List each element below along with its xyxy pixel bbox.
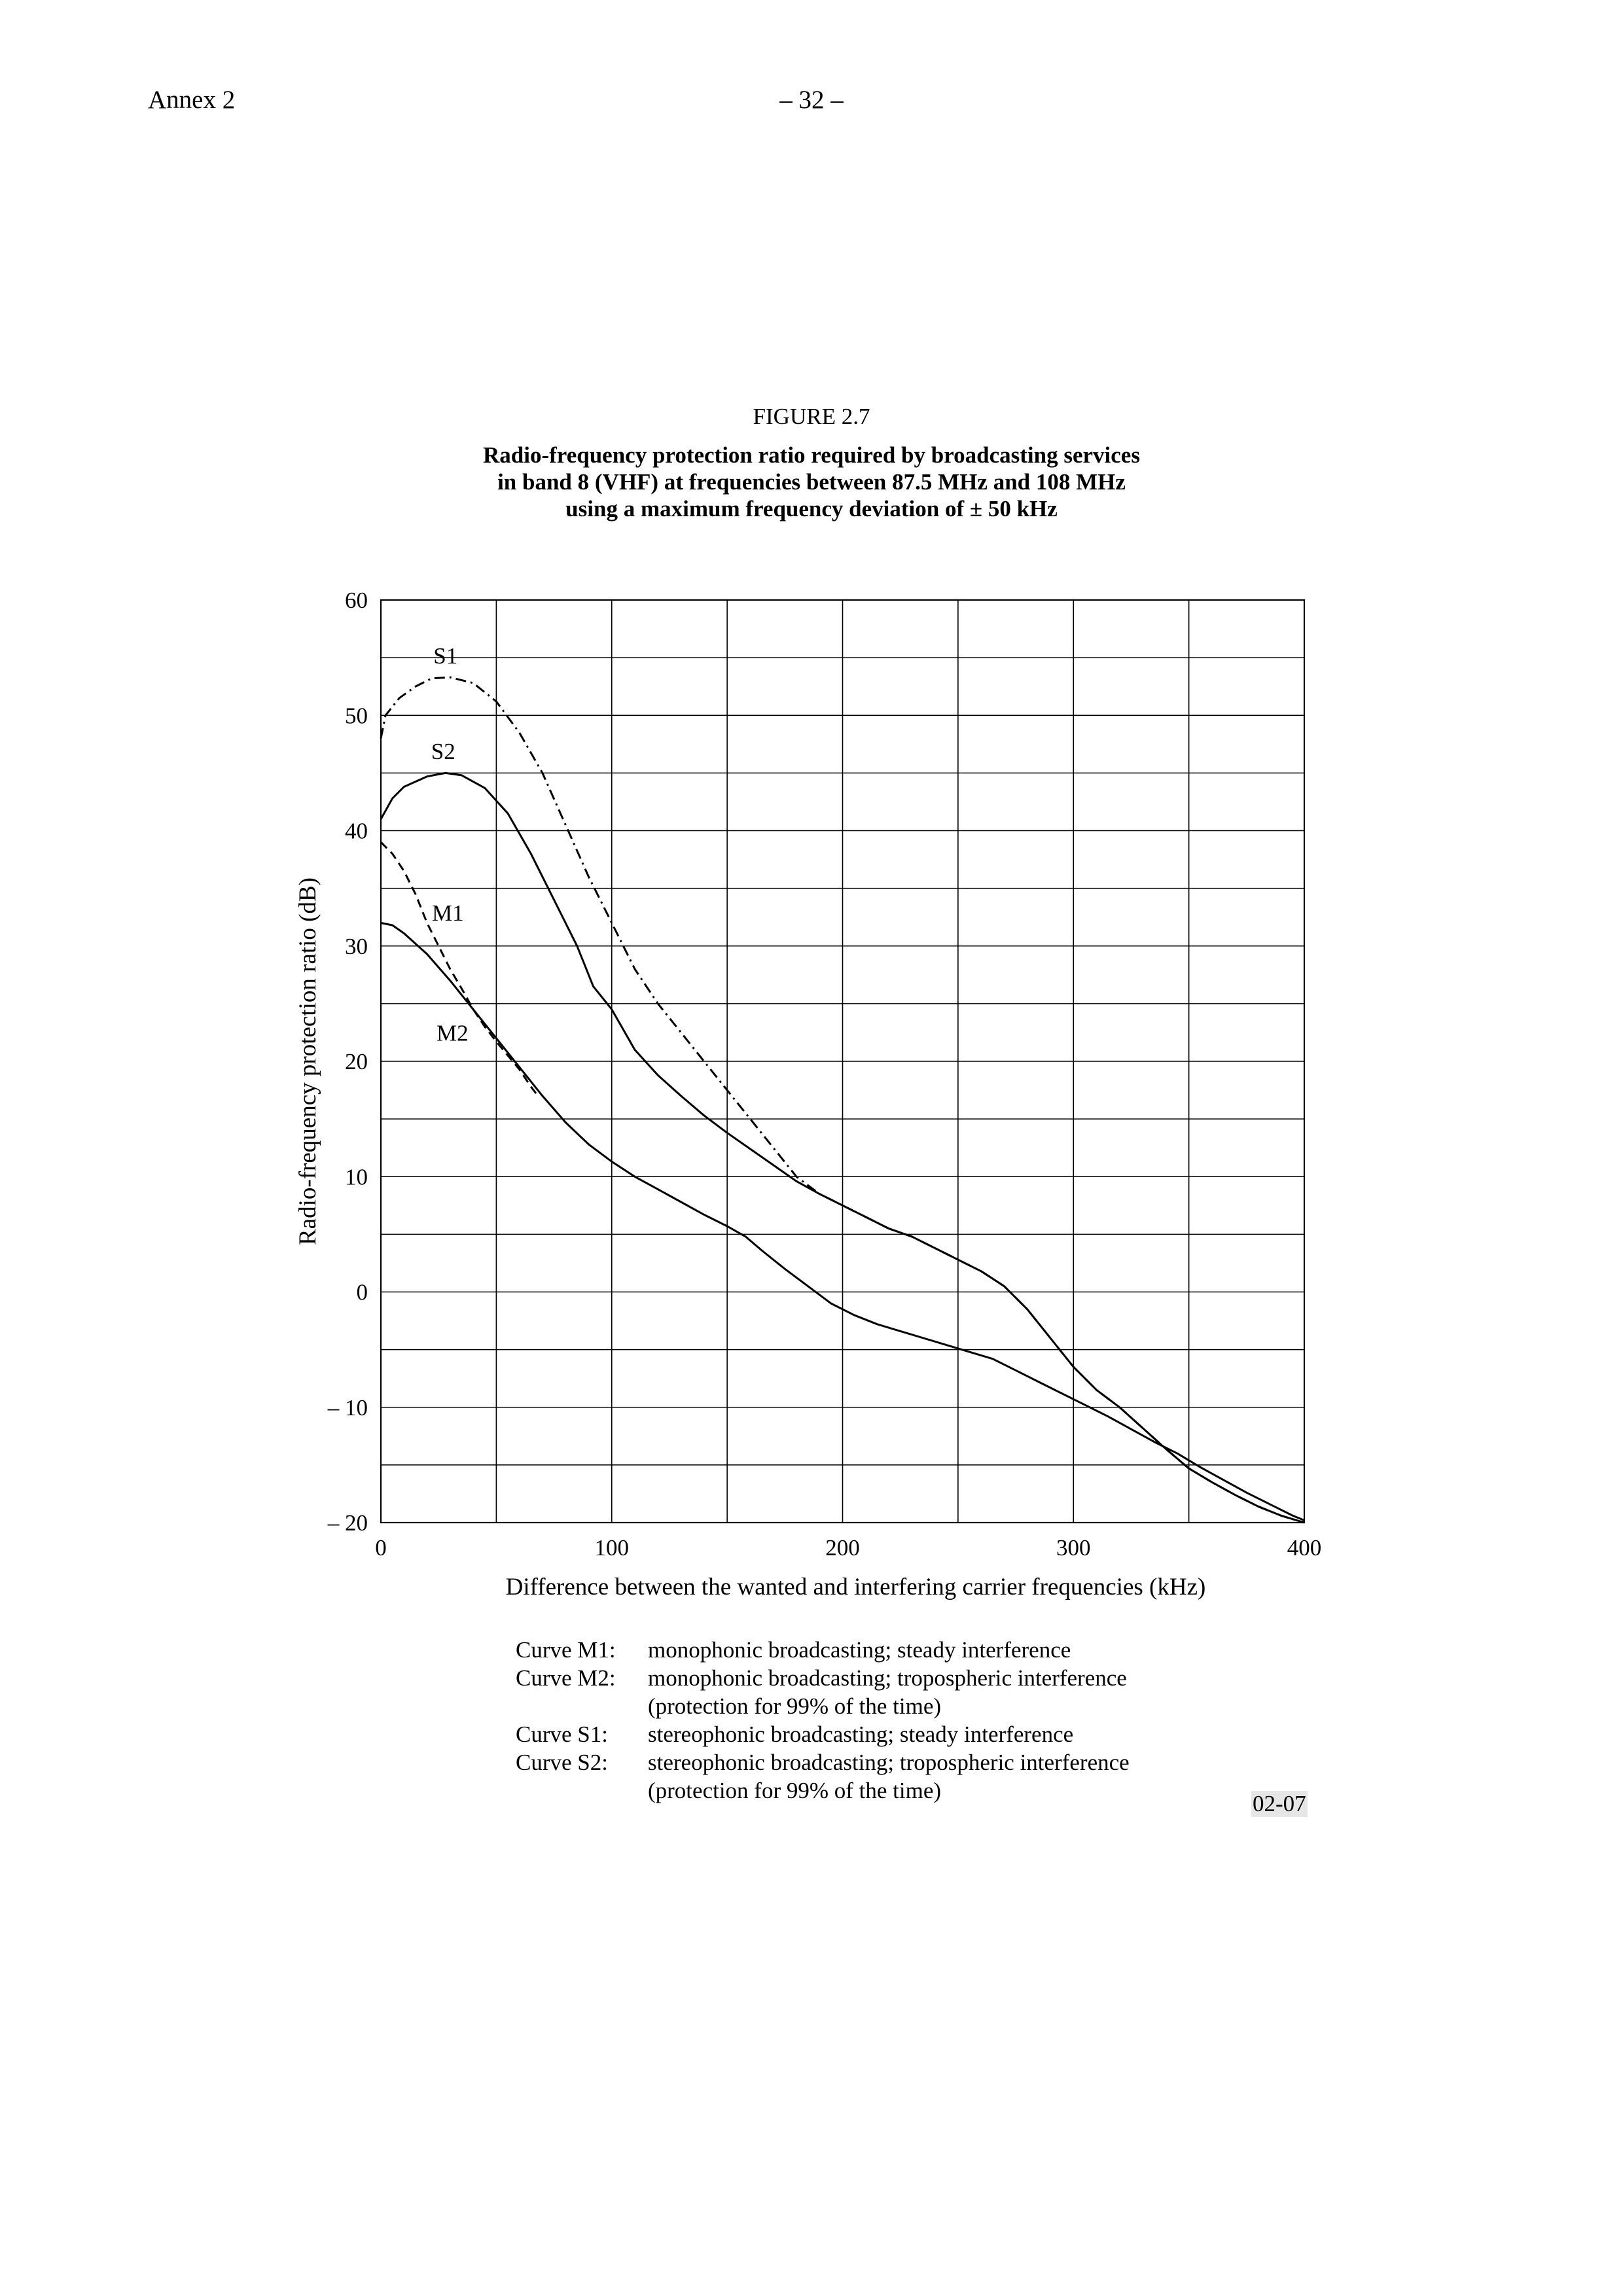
legend-text-s1: stereophonic broadcasting; steady interf… <box>648 1722 1074 1747</box>
figure-title-line: in band 8 (VHF) at frequencies between 8… <box>497 469 1126 495</box>
legend-key-m1: Curve M1: <box>516 1637 616 1663</box>
x-tick-label: 200 <box>825 1535 860 1561</box>
y-tick-label: 50 <box>345 703 368 728</box>
y-tick-label: 10 <box>345 1164 368 1190</box>
y-tick-label: 40 <box>345 819 368 844</box>
legend-text-m2: monophonic broadcasting; tropospheric in… <box>648 1665 1127 1691</box>
y-axis-label: Radio-frequency protection ratio (dB) <box>294 877 321 1245</box>
x-tick-label: 0 <box>375 1535 387 1561</box>
chart-grid <box>380 599 1306 1524</box>
legend-text-m1: monophonic broadcasting; steady interfer… <box>648 1637 1071 1663</box>
page-number: – 32 – <box>779 86 844 114</box>
x-tick-label: 300 <box>1056 1535 1091 1561</box>
y-tick-label: 30 <box>345 934 368 959</box>
plot-frame <box>380 599 1306 1524</box>
series-line-m2 <box>380 922 1305 1521</box>
series-line-m1 <box>380 841 539 1097</box>
figure-number: FIGURE 2.7 <box>753 404 870 429</box>
annex-label: Annex 2 <box>148 86 236 114</box>
legend-text-s2-note: (protection for 99% of the time) <box>648 1778 942 1803</box>
curve-label-m1: M1 <box>432 900 464 926</box>
series-line-s2 <box>380 771 1305 1524</box>
y-tick-label: 60 <box>345 588 368 613</box>
legend-key-s1: Curve S1: <box>516 1722 608 1747</box>
curve-label-m2: M2 <box>437 1020 469 1046</box>
figure-code: 02-07 <box>1251 1791 1308 1817</box>
legend-spacer <box>516 1692 616 1720</box>
y-tick-label: – 20 <box>327 1510 368 1536</box>
y-tick-label: – 10 <box>327 1395 368 1421</box>
legend-key-s2: Curve S2: <box>516 1750 608 1775</box>
figure-title-line: Radio-frequency protection ratio require… <box>483 442 1140 468</box>
legend-text-m2-note: (protection for 99% of the time) <box>648 1693 942 1719</box>
x-tick-label: 100 <box>595 1535 630 1561</box>
legend-key-m2: Curve M2: <box>516 1665 616 1691</box>
legend-text-s2: stereophonic broadcasting; tropospheric … <box>648 1750 1130 1775</box>
x-axis-label: Difference between the wanted and interf… <box>506 1574 1206 1600</box>
curve-label-s2: S2 <box>431 739 455 764</box>
chart-series <box>380 676 1305 1524</box>
legend-descriptions: monophonic broadcasting; steady interfer… <box>648 1636 1130 1805</box>
legend-keys: Curve M1: Curve M2: Curve S1: Curve S2: <box>516 1636 616 1776</box>
y-tick-label: 0 <box>357 1280 368 1305</box>
figure-title-line: using a maximum frequency deviation of ±… <box>565 496 1058 521</box>
y-tick-label: 20 <box>345 1049 368 1074</box>
x-tick-label: 400 <box>1287 1535 1322 1561</box>
curve-label-s1: S1 <box>433 643 457 669</box>
figure-title: Radio-frequency protection ratio require… <box>0 442 1623 522</box>
